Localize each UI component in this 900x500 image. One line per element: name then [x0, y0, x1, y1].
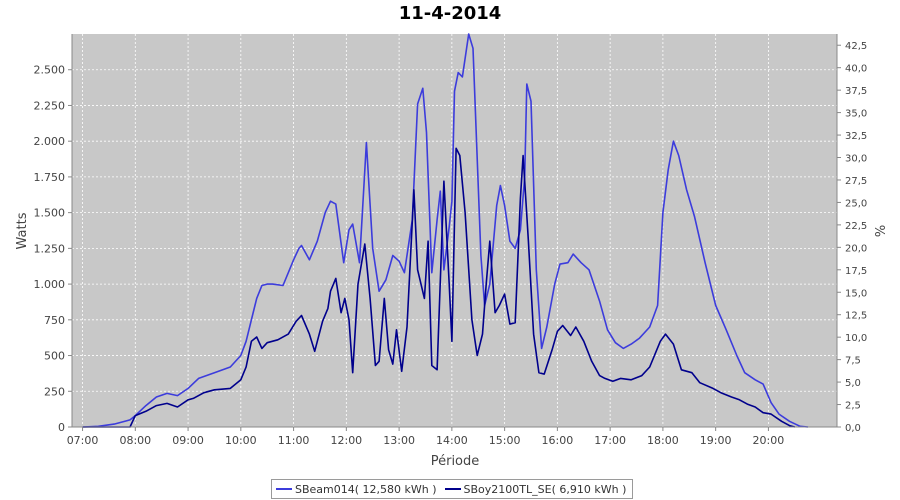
x-axis-label: Période: [431, 454, 480, 469]
x-tick-label: 20:00: [753, 434, 785, 447]
y2-tick-label: 20,0: [845, 243, 867, 254]
x-tick-label: 08:00: [119, 434, 151, 447]
y2-axis-label: %: [874, 225, 889, 237]
x-tick-label: 19:00: [700, 434, 732, 447]
legend-label-series-1: SBeam014( 12,580 kWh ): [295, 482, 437, 496]
x-tick-label: 14:00: [436, 434, 468, 447]
y2-tick-label: 37,5: [845, 86, 867, 97]
legend-item-series-1: SBeam014( 12,580 kWh ): [276, 483, 437, 496]
y-tick-label: 0: [58, 421, 65, 434]
series-lines: [82, 33, 809, 428]
y2-tick-label: 10,0: [845, 333, 867, 344]
x-tick-label: 12:00: [330, 434, 362, 447]
legend-swatch-series-1: [276, 488, 292, 490]
y2-tick-label: 12,5: [845, 311, 867, 322]
series-line-2: [82, 147, 796, 428]
y2-tick-label: 5,0: [845, 378, 861, 389]
y2-tick-label: 0,0: [845, 423, 861, 434]
y2-tick-label: 35,0: [845, 109, 867, 120]
x-tick-label: 09:00: [172, 434, 204, 447]
chart-title: 11-4-2014: [398, 3, 502, 24]
series-line-1: [82, 33, 809, 428]
x-axis-ticks: 07:00 08:00 09:00 10:00 11:00 12:00 13:00 14:00…: [67, 427, 785, 447]
x-tick-label: 13:00: [383, 434, 415, 447]
legend-label-series-2: SBoy2100TL_SE( 6,910 kWh ): [463, 482, 627, 496]
y2-tick-label: 30,0: [845, 154, 867, 165]
legend: SBeam014( 12,580 kWh ) SBoy2100TL_SE( 6,…: [271, 479, 634, 499]
x-tick-label: 10:00: [225, 434, 257, 447]
y2-tick-label: 15,0: [845, 288, 867, 299]
y-tick-label: 500: [44, 350, 65, 363]
y2-tick-label: 25,0: [845, 198, 867, 209]
y2-tick-label: 7,5: [845, 356, 861, 367]
y-tick-label: 1.000: [34, 278, 66, 291]
y2-tick-label: 2,5: [845, 401, 861, 412]
y-tick-label: 2.500: [34, 64, 66, 77]
y-tick-label: 2.250: [34, 99, 66, 112]
y-axis-label: Watts: [15, 212, 30, 249]
legend-swatch-series-2: [444, 488, 461, 490]
y2-tick-label: 40,0: [845, 64, 867, 75]
x-tick-label: 07:00: [67, 434, 99, 447]
x-tick-label: 18:00: [647, 434, 679, 447]
y2-axis-ticks: 0,0 2,5 5,0 7,5 10,0 12,5 15,0 17,5 20,0 22,5 25,0…: [837, 41, 867, 434]
x-tick-label: 11:00: [278, 434, 310, 447]
y-tick-label: 250: [44, 385, 65, 398]
y-tick-label: 2.000: [34, 135, 66, 148]
y-tick-label: 1.250: [34, 242, 66, 255]
y2-tick-label: 42,5: [845, 41, 867, 52]
legend-item-series-2: SBoy2100TL_SE( 6,910 kWh ): [444, 482, 627, 496]
y-tick-label: 1.750: [34, 171, 66, 184]
x-tick-label: 17:00: [594, 434, 626, 447]
grid-lines: [72, 34, 837, 427]
x-tick-label: 16:00: [542, 434, 574, 447]
y2-tick-label: 27,5: [845, 176, 867, 187]
y2-tick-label: 17,5: [845, 266, 867, 277]
y2-tick-label: 32,5: [845, 131, 867, 142]
y-axis-ticks: 0 250 500 750 1.000 1.250 1.500 1.750 2.000 2.250…: [34, 64, 72, 434]
y-tick-label: 1.500: [34, 207, 66, 220]
x-tick-label: 15:00: [489, 434, 521, 447]
y2-tick-label: 22,5: [845, 221, 867, 232]
y-tick-label: 750: [44, 314, 65, 327]
